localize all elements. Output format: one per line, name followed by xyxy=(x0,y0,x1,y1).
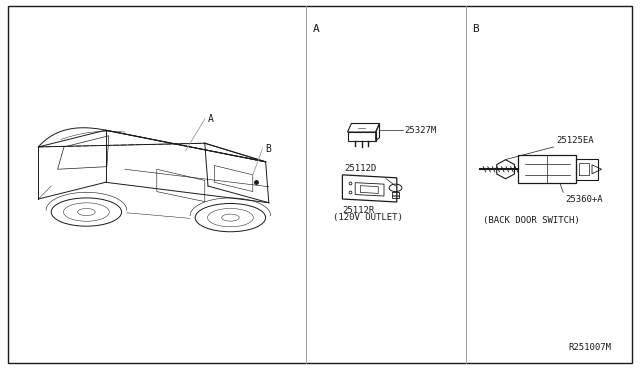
Text: B: B xyxy=(472,24,479,34)
Text: 25360+A: 25360+A xyxy=(565,195,603,203)
Text: 25327M: 25327M xyxy=(404,126,436,135)
Text: 25112D: 25112D xyxy=(344,164,376,173)
Text: (BACK DOOR SWITCH): (BACK DOOR SWITCH) xyxy=(483,216,580,225)
Text: A: A xyxy=(312,24,319,34)
Bar xyxy=(576,159,598,180)
Text: R251007M: R251007M xyxy=(568,343,611,352)
Text: 25125EA: 25125EA xyxy=(557,136,595,145)
Text: 25112R: 25112R xyxy=(342,206,374,215)
Text: B: B xyxy=(266,144,271,154)
Bar xyxy=(518,155,576,183)
Text: A: A xyxy=(208,114,214,124)
Text: (120V OUTLET): (120V OUTLET) xyxy=(333,213,403,222)
